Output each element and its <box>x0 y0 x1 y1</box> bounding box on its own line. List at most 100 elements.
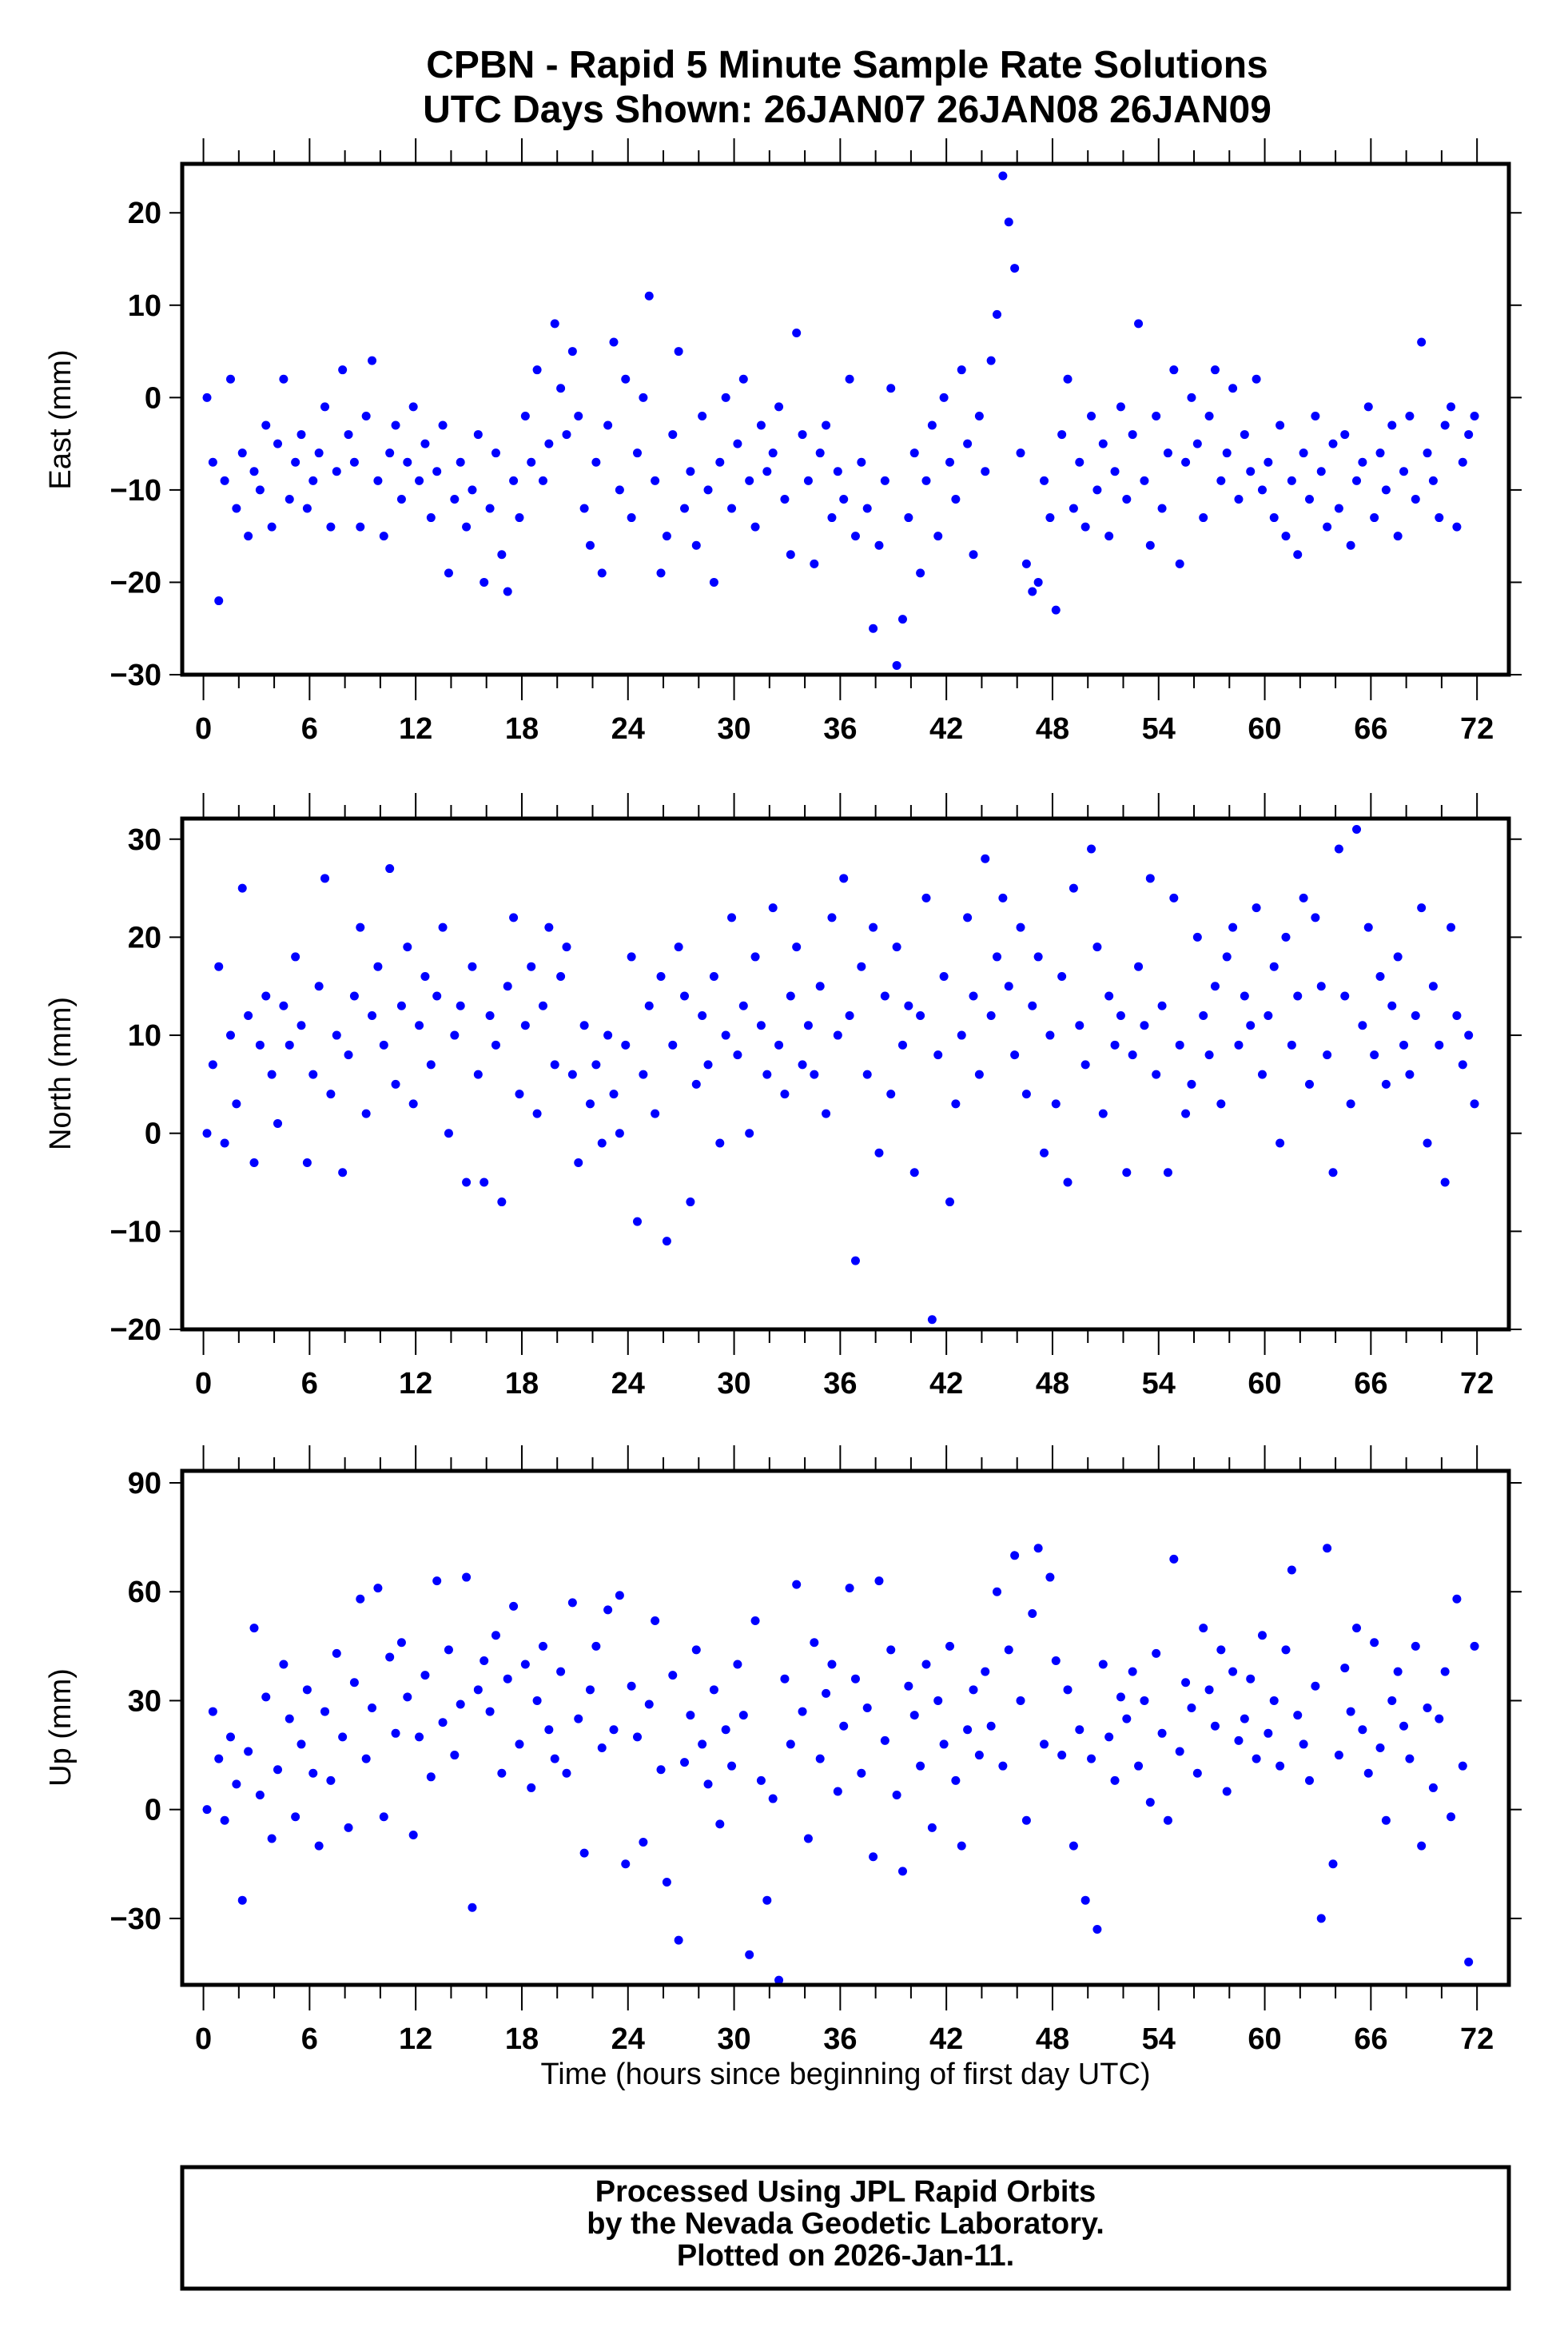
data-point <box>1346 540 1355 550</box>
data-point <box>1447 402 1456 412</box>
data-point <box>1187 1079 1196 1089</box>
x-tick-label: 72 <box>1460 712 1494 746</box>
data-point <box>332 467 341 476</box>
data-point <box>927 1823 937 1832</box>
data-point <box>497 1768 507 1778</box>
data-point <box>538 476 547 485</box>
x-tick-label: 66 <box>1354 1367 1387 1401</box>
data-point <box>986 1721 996 1731</box>
data-point <box>509 913 519 922</box>
data-point <box>774 1040 784 1050</box>
data-point <box>538 1641 547 1651</box>
data-point <box>225 374 235 384</box>
x-tick-label: 54 <box>1142 712 1176 746</box>
x-axis-label: Time (hours since beginning of first day… <box>540 2058 1150 2091</box>
data-point <box>356 1594 365 1604</box>
data-point <box>338 1168 348 1177</box>
data-point <box>1257 485 1267 495</box>
x-tick-label: 42 <box>929 2022 963 2056</box>
data-point <box>803 476 813 485</box>
data-point <box>1316 1914 1326 1923</box>
data-point <box>1370 1638 1379 1648</box>
data-point <box>1346 1099 1355 1109</box>
data-point <box>756 1021 766 1030</box>
data-point <box>792 328 802 337</box>
data-point <box>892 1791 901 1800</box>
data-point <box>1257 1631 1267 1640</box>
data-point <box>1169 1554 1179 1564</box>
data-point <box>839 874 849 883</box>
data-point <box>1204 1050 1214 1060</box>
data-point <box>237 1895 247 1905</box>
data-point <box>1134 962 1144 971</box>
data-point <box>562 942 571 952</box>
data-point <box>1210 982 1220 991</box>
data-point <box>202 1129 212 1138</box>
data-point <box>426 1772 436 1782</box>
data-point <box>1110 1040 1120 1050</box>
data-point <box>1264 457 1273 467</box>
data-point <box>279 374 289 384</box>
data-point <box>1428 982 1438 991</box>
data-point <box>550 319 559 329</box>
data-point <box>480 577 489 587</box>
x-tick-label: 30 <box>717 2022 750 2056</box>
data-point <box>1040 1739 1049 1749</box>
data-point <box>1447 1812 1456 1822</box>
data-point <box>862 1070 872 1079</box>
data-point <box>361 1109 371 1118</box>
data-point <box>220 1815 229 1825</box>
data-point <box>627 1681 636 1691</box>
data-point <box>738 1001 748 1010</box>
data-point <box>1116 402 1125 412</box>
data-point <box>644 1699 654 1709</box>
data-point <box>762 1895 772 1905</box>
data-point <box>703 1060 713 1070</box>
data-point <box>803 1021 813 1030</box>
data-point <box>1028 1001 1037 1010</box>
data-point <box>562 430 571 440</box>
data-point <box>933 1050 943 1060</box>
y-tick-label: 90 <box>128 1467 161 1500</box>
data-point <box>969 991 978 1001</box>
data-point <box>1387 420 1397 430</box>
data-point <box>815 448 825 458</box>
data-point <box>674 1935 683 1945</box>
data-point <box>727 504 737 513</box>
data-point <box>473 1070 483 1079</box>
data-point <box>214 1754 224 1763</box>
data-point <box>361 411 371 420</box>
data-point <box>368 1011 377 1021</box>
data-point <box>326 522 336 532</box>
data-point <box>639 1838 648 1847</box>
data-point <box>1033 952 1043 962</box>
data-point <box>1222 448 1232 458</box>
data-point <box>527 457 536 467</box>
data-point <box>1299 893 1308 903</box>
data-point <box>1004 982 1013 991</box>
data-point <box>396 1638 406 1648</box>
data-point <box>1399 467 1409 476</box>
data-point <box>1163 1815 1172 1825</box>
data-point <box>810 1638 819 1648</box>
data-point <box>762 1070 772 1079</box>
y-tick-label: 30 <box>128 823 161 857</box>
x-tick-label: 42 <box>929 1367 963 1401</box>
data-point <box>621 1040 631 1050</box>
data-point <box>969 550 978 560</box>
x-tick-label: 24 <box>611 1367 645 1401</box>
x-tick-label: 24 <box>611 712 645 746</box>
y-tick-label: −30 <box>110 1903 161 1936</box>
data-point <box>444 1129 453 1138</box>
data-point <box>544 439 554 448</box>
data-point <box>285 1714 294 1723</box>
data-point <box>1163 448 1172 458</box>
data-point <box>538 1001 547 1010</box>
north-ylabel: North (mm) <box>44 997 78 1150</box>
data-point <box>680 1758 690 1767</box>
data-point <box>349 1678 359 1687</box>
x-tick-label: 12 <box>399 712 432 746</box>
data-point <box>974 411 984 420</box>
data-point <box>993 952 1002 962</box>
data-point <box>1423 1703 1432 1713</box>
